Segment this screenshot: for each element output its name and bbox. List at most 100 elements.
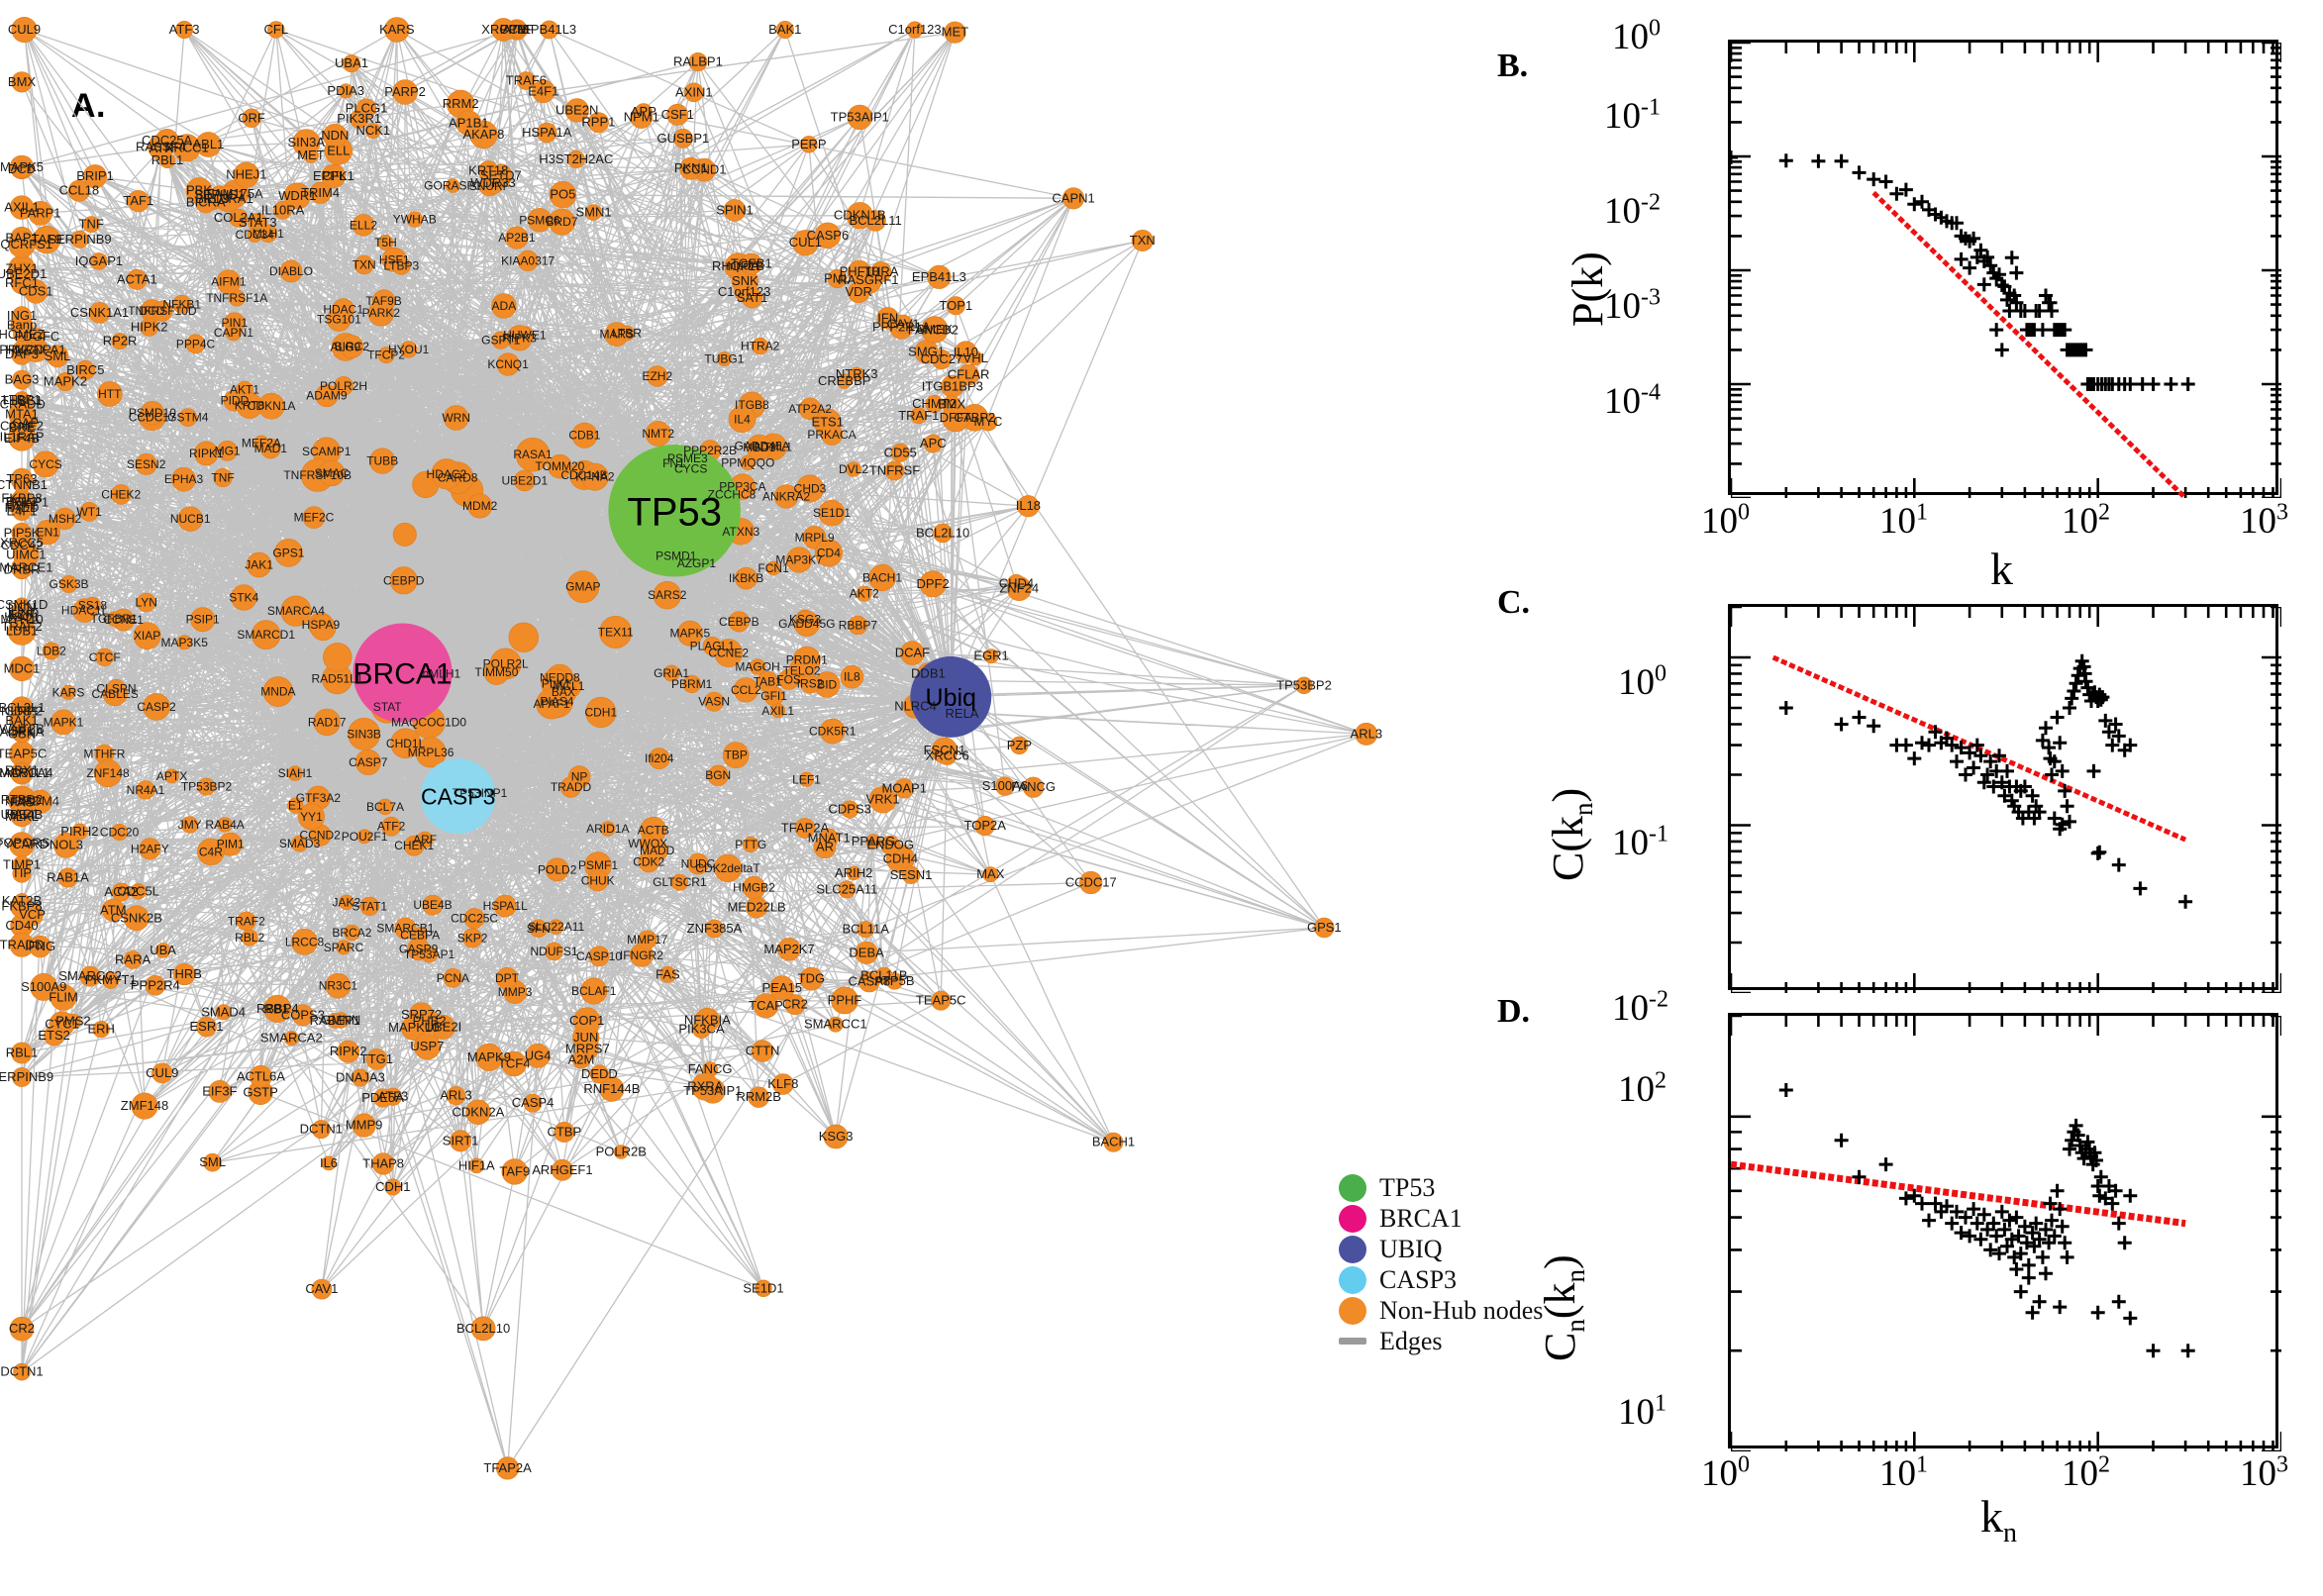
svg-text:TAF9B: TAF9B (365, 294, 401, 308)
svg-text:GORASP1: GORASP1 (424, 179, 481, 193)
svg-text:VCP: VCP (19, 907, 46, 922)
svg-text:TBP: TBP (725, 748, 748, 762)
svg-text:CDB1: CDB1 (568, 429, 600, 443)
svg-text:TP53BP2: TP53BP2 (181, 780, 233, 794)
svg-text:AKT2: AKT2 (850, 587, 879, 601)
svg-text:THRA: THRA (863, 264, 899, 279)
svg-text:CDH1: CDH1 (375, 1179, 410, 1194)
network-graph: TP53 BRCA1 Ubiq CASP3 CDC14B KIAA0317 THAP8 AR… (0, 16, 1382, 1480)
svg-text:HYOU1: HYOU1 (388, 343, 430, 356)
svg-text:SE1D1: SE1D1 (813, 506, 851, 520)
panel-d-y-axis-label: Cn(kn) (1536, 1254, 1590, 1361)
svg-text:ANKRA2: ANKRA2 (762, 489, 810, 503)
svg-text:CTTN: CTTN (746, 1044, 780, 1058)
svg-text:Banp: Banp (7, 318, 37, 333)
panel-d-x-axis-label: kn (1980, 1491, 2017, 1549)
svg-text:HTT: HTT (98, 387, 122, 401)
svg-text:PTTG: PTTG (735, 838, 766, 851)
svg-text:KLF8: KLF8 (767, 1076, 798, 1091)
svg-text:PIAS4: PIAS4 (540, 695, 573, 709)
svg-text:TP53AIP1: TP53AIP1 (831, 109, 889, 124)
svg-text:TP53: TP53 (627, 490, 722, 534)
svg-text:MAPK10: MAPK10 (388, 1020, 439, 1035)
svg-text:COP1: COP1 (569, 1013, 604, 1028)
svg-text:TIMP1: TIMP1 (3, 857, 41, 872)
svg-text:TRADD: TRADD (0, 937, 44, 951)
svg-text:MEF2A: MEF2A (242, 436, 281, 449)
svg-text:CCNE2: CCNE2 (0, 419, 44, 434)
svg-text:CDK2deltaT: CDK2deltaT (695, 861, 760, 875)
svg-text:PPMQQO: PPMQQO (721, 455, 774, 469)
svg-text:BAK1: BAK1 (5, 713, 38, 728)
svg-text:CDK2: CDK2 (633, 855, 664, 869)
svg-text:SESN2: SESN2 (127, 457, 166, 471)
svg-text:AKAP8: AKAP8 (462, 127, 504, 142)
svg-text:JUND: JUND (5, 606, 40, 621)
svg-text:ETS2: ETS2 (38, 1028, 70, 1043)
svg-text:APTX: APTX (156, 769, 187, 783)
svg-text:CD4: CD4 (817, 547, 841, 560)
legend-label-tp53: TP53 (1379, 1172, 1436, 1202)
panel-c-plot-frame (1728, 604, 2281, 993)
panel-c-ytick-0: 100 (1618, 660, 1666, 703)
legend-label-edges: Edges (1379, 1326, 1443, 1355)
svg-text:PSMF1: PSMF1 (578, 858, 618, 872)
svg-text:CTNNB1: CTNNB1 (0, 477, 48, 492)
panel-b-plot-frame (1728, 40, 2281, 498)
svg-text:MDM2: MDM2 (462, 499, 498, 513)
svg-text:SCAMP1: SCAMP1 (302, 445, 352, 458)
legend-item-casp3: CASP3 (1339, 1264, 1537, 1295)
svg-text:NBP2: NBP2 (5, 793, 39, 808)
svg-text:RBBP7: RBBP7 (839, 619, 878, 633)
svg-text:NFKBIA: NFKBIA (684, 1012, 731, 1027)
svg-text:GFI1: GFI1 (760, 689, 787, 703)
svg-text:IRS2: IRS2 (797, 677, 824, 691)
svg-text:CAV1: CAV1 (887, 317, 920, 332)
svg-text:SRP72: SRP72 (401, 1007, 442, 1022)
svg-text:CCDC17: CCDC17 (129, 410, 176, 424)
svg-text:BAK1: BAK1 (768, 22, 801, 37)
svg-text:BIRC5: BIRC5 (66, 362, 104, 377)
svg-text:RNF144B: RNF144B (583, 1081, 640, 1096)
svg-text:PSME3: PSME3 (667, 451, 708, 465)
svg-text:CDKN2A: CDKN2A (453, 1104, 505, 1119)
svg-text:GADD45A: GADD45A (735, 440, 790, 453)
svg-text:MAD1: MAD1 (254, 442, 288, 455)
svg-text:CEBPA: CEBPA (400, 928, 440, 942)
svg-text:RALBP1: RALBP1 (673, 54, 723, 69)
svg-text:FSCN1: FSCN1 (924, 743, 966, 757)
svg-text:KARS: KARS (52, 685, 85, 699)
svg-text:CAPN1: CAPN1 (1052, 190, 1094, 205)
svg-text:H3ST2H2AC: H3ST2H2AC (539, 151, 613, 166)
svg-text:MYC: MYC (974, 414, 1003, 429)
svg-text:KCNQ1: KCNQ1 (487, 357, 529, 371)
svg-text:TIP: TIP (12, 865, 32, 880)
svg-text:MNAT1: MNAT1 (808, 830, 851, 845)
svg-text:PPARG: PPARG (852, 834, 896, 848)
svg-text:CAPN1: CAPN1 (214, 326, 253, 340)
svg-text:SEPHS1: SEPHS1 (194, 187, 245, 202)
svg-text:CSNK1A1: CSNK1A1 (70, 305, 129, 320)
svg-text:SARS2: SARS2 (648, 588, 687, 602)
svg-text:CSF1: CSF1 (661, 107, 694, 122)
svg-text:CASP9: CASP9 (399, 943, 439, 956)
svg-text:ENDOG: ENDOG (866, 838, 914, 852)
svg-text:BRIP1: BRIP1 (76, 168, 114, 183)
svg-text:ZNF24: ZNF24 (999, 581, 1039, 596)
svg-text:PSIP1: PSIP1 (186, 613, 220, 627)
svg-text:UBA: UBA (150, 943, 176, 957)
svg-text:RASGRF1: RASGRF1 (838, 272, 898, 287)
panel-b-xtick-0: 100 (1701, 499, 1750, 542)
svg-text:NMT2: NMT2 (642, 427, 674, 441)
svg-text:HIPK2: HIPK2 (131, 320, 168, 335)
svg-text:BCL2L1: BCL2L1 (0, 700, 45, 715)
svg-text:CDC25C: CDC25C (451, 912, 498, 926)
svg-text:PERP: PERP (791, 137, 826, 151)
panel-d-label: D. (1497, 993, 1531, 1030)
svg-text:MAPK2: MAPK2 (44, 374, 87, 389)
svg-text:GRIA1: GRIA1 (654, 666, 689, 680)
svg-text:TAF9: TAF9 (32, 232, 62, 247)
svg-text:DPT: DPT (495, 971, 520, 985)
svg-text:YY1: YY1 (300, 810, 323, 824)
